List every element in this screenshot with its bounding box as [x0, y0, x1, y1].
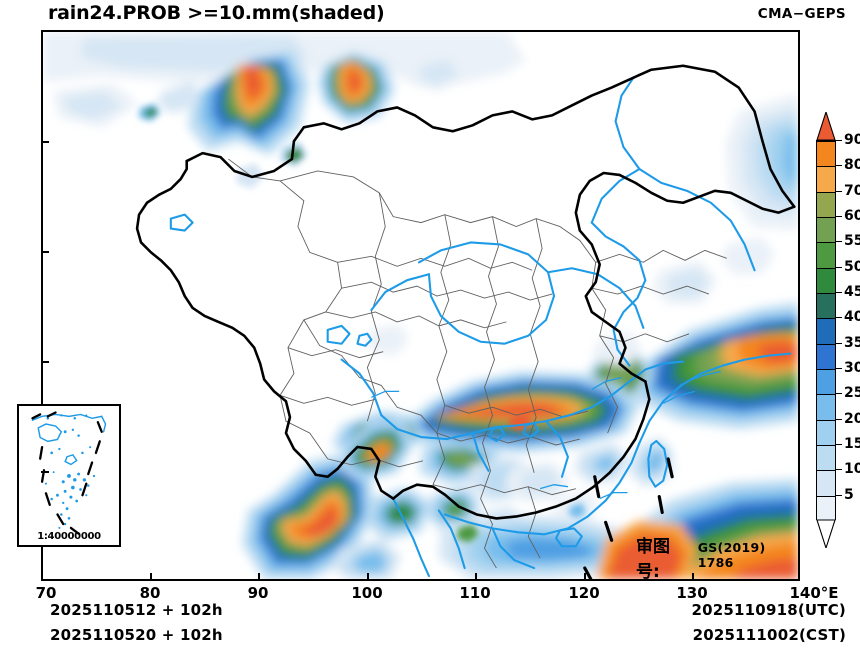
colorbar-tick-mark	[836, 241, 842, 243]
colorbar-tick-label-70: 70	[844, 182, 860, 199]
x-tick-label-140: 140°E	[789, 584, 839, 602]
south-china-sea-inset-map: 1:40000000	[17, 404, 121, 547]
y-tick-mark	[41, 141, 49, 143]
colorbar-segment	[817, 318, 835, 344]
colorbar-tick-label-10: 10	[844, 461, 860, 478]
colorbar-tick-label-55: 55	[844, 233, 860, 250]
x-tick-mark	[150, 573, 152, 581]
colorbar-tick-label-60: 60	[844, 208, 860, 224]
footer-init-time-utc: 2025110512 + 102h	[50, 601, 223, 619]
colorbar-tick-mark	[836, 469, 842, 471]
colorbar-segment	[817, 343, 835, 369]
y-tick-mark	[41, 471, 49, 473]
footer-left: 2025110512 + 102h 2025110520 + 102h	[50, 598, 223, 648]
x-tick-label-70: 70	[35, 584, 57, 602]
colorbar-segment	[817, 141, 835, 167]
colorbar-tick-label-15: 15	[844, 436, 860, 452]
colorbar-segment	[817, 293, 835, 319]
colorbar-tick-mark	[836, 190, 842, 192]
colorbar-tick-mark	[836, 444, 842, 445]
footer-init-time-cst: 2025110520 + 102h	[50, 626, 223, 644]
map-approval-stamp: 审图号: GS(2019) 1786 1:20000000	[636, 532, 798, 581]
colorbar-segment	[817, 191, 835, 217]
stamp-label-cjk: 审图号:	[636, 537, 670, 581]
colorbar-extend-min-arrow	[816, 519, 836, 548]
colorbar-tick-label-25: 25	[844, 385, 860, 402]
colorbar-tick-mark	[836, 342, 842, 344]
x-tick-mark	[584, 573, 586, 581]
colorbar-segment	[817, 217, 835, 243]
inset-scale-label: 1:40000000	[37, 531, 101, 542]
colorbar-tick-mark	[836, 165, 842, 167]
colorbar-tick-label-35: 35	[844, 334, 860, 351]
x-tick-mark	[692, 573, 694, 581]
footer-right: 2025110918(UTC) 2025111002(CST)	[691, 598, 846, 648]
colorbar-segment	[817, 166, 835, 192]
model-label: CMA−GEPS	[757, 6, 846, 22]
colorbar-tick-mark	[836, 368, 842, 369]
colorbar-tick-label-50: 50	[844, 258, 860, 275]
colorbar-tick-mark	[836, 393, 842, 395]
map-plot-area: 审图号: GS(2019) 1786 1:20000000	[41, 30, 800, 581]
colorbar-tick-mark	[836, 266, 842, 268]
colorbar-tick-label-5: 5	[844, 486, 854, 503]
colorbar-tick-label-30: 30	[844, 360, 860, 376]
y-tick-mark	[41, 361, 49, 363]
x-tick-label-120: 120	[568, 584, 600, 602]
colorbar: 5 10 15 20 25 30 35 40 45 50 55 60 70 80 90	[816, 112, 860, 548]
y-tick-mark	[41, 251, 49, 253]
x-tick-label-80: 80	[139, 584, 161, 602]
colorbar-tick-label-90: 90	[844, 132, 860, 148]
colorbar-segment	[817, 419, 835, 445]
x-tick-label-90: 90	[247, 584, 269, 602]
x-tick-mark	[367, 573, 369, 581]
page-title: rain24.PROB >=10.mm(shaded)	[48, 2, 385, 24]
colorbar-extend-max-arrow	[816, 112, 836, 141]
probability-shading-layer	[43, 32, 798, 579]
geography-layer	[43, 32, 798, 579]
colorbar-tick-mark	[836, 140, 842, 141]
x-tick-label-110: 110	[459, 584, 491, 602]
colorbar-segment	[817, 445, 835, 471]
x-tick-mark	[258, 573, 260, 581]
colorbar-segment	[817, 495, 835, 521]
footer-valid-time-utc: 2025110918(UTC)	[691, 601, 846, 619]
colorbar-tick-label-80: 80	[844, 157, 860, 174]
colorbar-tick-label-40: 40	[844, 309, 860, 326]
colorbar-segment	[817, 369, 835, 395]
colorbar-body	[816, 140, 836, 521]
colorbar-tick-mark	[836, 216, 842, 217]
colorbar-tick-mark	[836, 292, 842, 293]
colorbar-segment	[817, 242, 835, 268]
colorbar-tick-label-45: 45	[844, 284, 860, 300]
colorbar-tick-mark	[836, 317, 842, 319]
colorbar-tick-mark	[836, 418, 842, 420]
footer-valid-time-cst: 2025111002(CST)	[692, 626, 846, 644]
colorbar-tick-label-20: 20	[844, 410, 860, 427]
colorbar-tick-mark	[836, 494, 842, 496]
colorbar-segment	[817, 394, 835, 420]
x-tick-mark	[475, 573, 477, 581]
x-tick-label-100: 100	[351, 584, 383, 602]
colorbar-segment	[817, 267, 835, 293]
colorbar-segment	[817, 470, 835, 496]
stamp-number: GS(2019) 1786	[697, 540, 766, 570]
x-tick-label-130: 130	[676, 584, 708, 602]
